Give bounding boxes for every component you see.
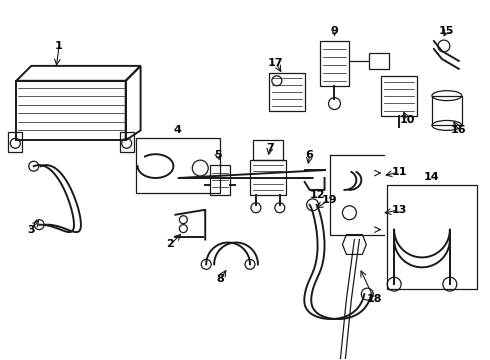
Text: 11: 11 [392,167,407,177]
Text: 12: 12 [310,190,325,200]
Text: 13: 13 [392,205,407,215]
Text: 19: 19 [322,195,337,205]
Text: 4: 4 [173,125,181,135]
Text: 7: 7 [266,143,274,153]
Text: 1: 1 [55,41,63,51]
Text: 14: 14 [424,172,440,182]
Text: 9: 9 [331,26,339,36]
Text: 10: 10 [399,116,415,126]
Text: 18: 18 [367,294,382,304]
Text: 3: 3 [27,225,35,235]
Text: 5: 5 [214,150,222,160]
Text: 6: 6 [306,150,314,160]
Text: 17: 17 [268,58,284,68]
Text: 2: 2 [167,239,174,249]
Text: 8: 8 [216,274,224,284]
Text: 16: 16 [451,125,466,135]
Text: 15: 15 [439,26,455,36]
